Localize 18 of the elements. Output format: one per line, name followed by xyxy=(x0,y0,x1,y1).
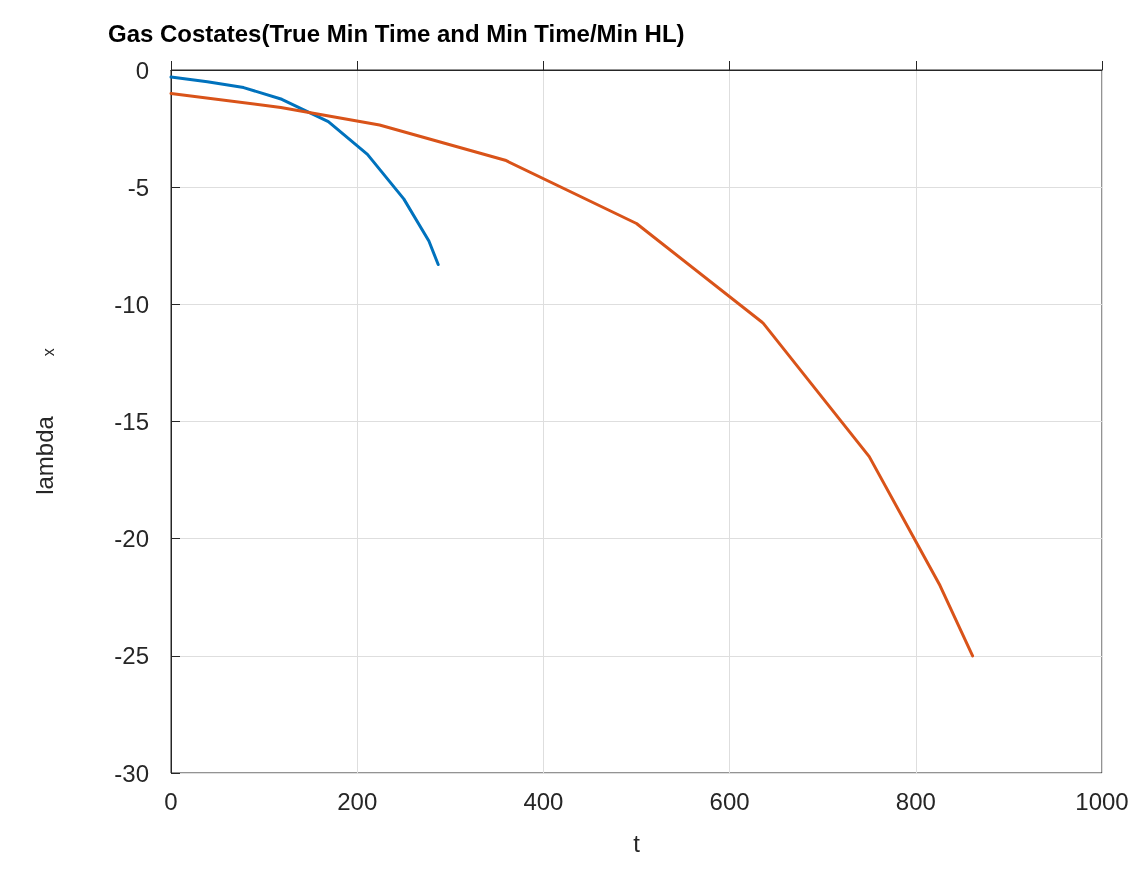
y-tick-label: -5 xyxy=(127,173,149,201)
line-series xyxy=(169,75,440,266)
y-tick-label: 0 xyxy=(135,56,149,84)
y-tick-label: -30 xyxy=(114,759,149,787)
text: lambdax xyxy=(30,348,58,495)
x-tick-label: 200 xyxy=(337,787,378,815)
y-tick-label: -10 xyxy=(114,290,149,318)
line-series xyxy=(169,91,975,658)
x-tick-label: 0 xyxy=(164,787,178,815)
x-tick-label: 800 xyxy=(895,787,936,815)
x-tick-label: 600 xyxy=(709,787,750,815)
y-tick-label: -20 xyxy=(114,525,149,553)
x-tick-label: 1000 xyxy=(1075,787,1129,815)
chart-title: Gas Costates(True Min Time and Min Time/Min HL) xyxy=(108,19,685,47)
y-tick-label: -25 xyxy=(114,642,149,670)
x-tick-label: 400 xyxy=(523,787,564,815)
x-axis-title: t xyxy=(633,829,641,857)
y-tick-label: -15 xyxy=(114,408,149,435)
